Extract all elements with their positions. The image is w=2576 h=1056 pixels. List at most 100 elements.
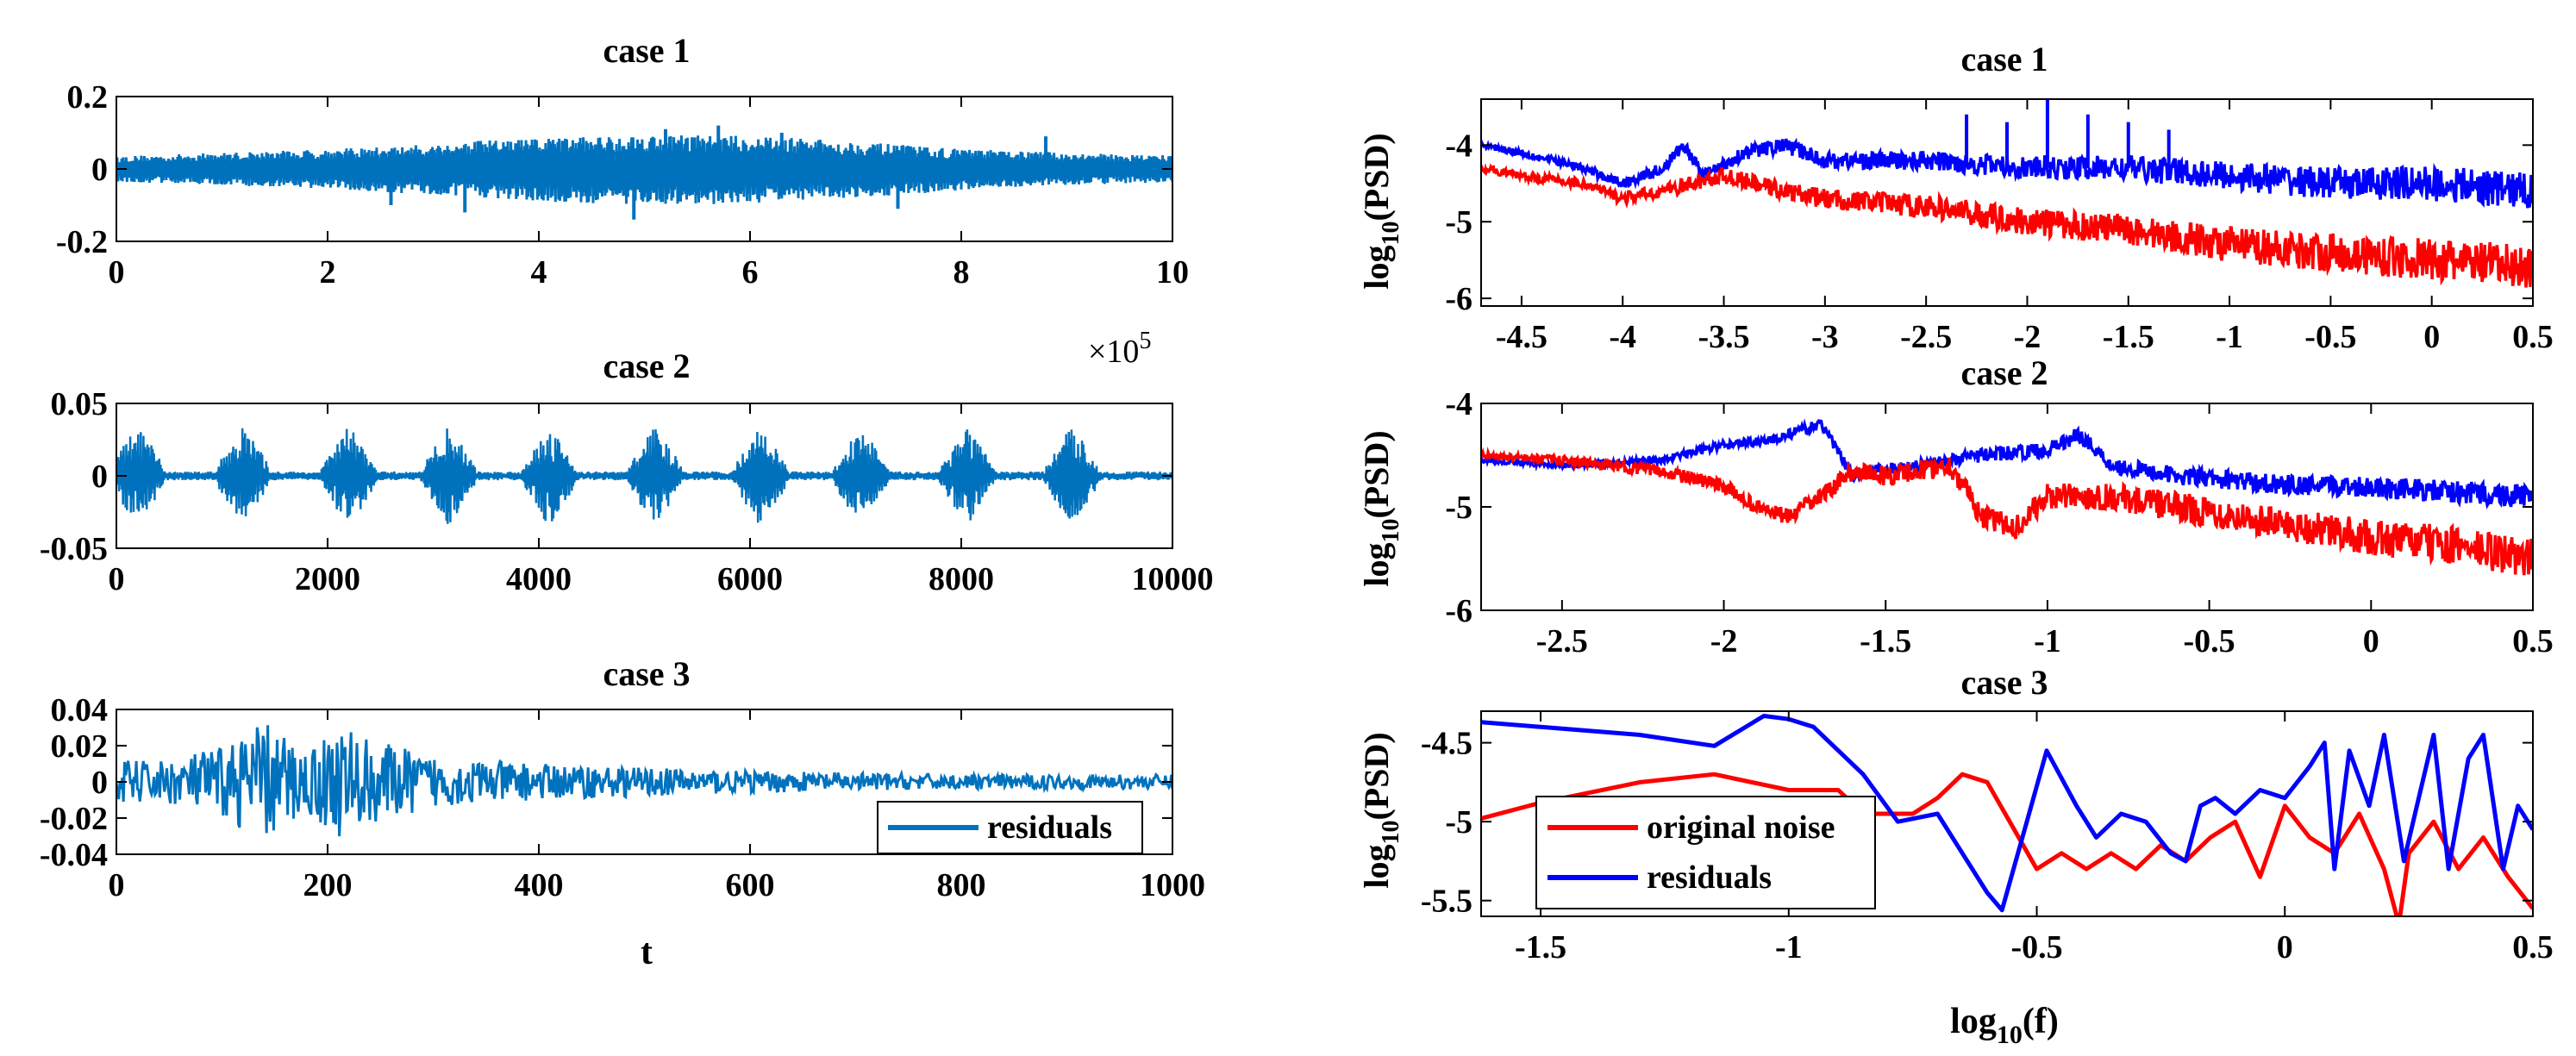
legend-label-original-noise: original noise: [1647, 809, 1835, 846]
y-tick-label: -6: [1445, 281, 1472, 317]
y-tick-label: -0.02: [40, 801, 108, 837]
y-tick-label: -5: [1445, 204, 1472, 241]
y-tick-label: 0.04: [51, 692, 109, 728]
left-xlabel: t: [641, 933, 653, 972]
chart-left1: case 1 0 2 4 6 8 100.20-0.2 ×105: [56, 31, 1189, 370]
exponent-prefix: ×10: [1088, 334, 1139, 370]
x-tick-label: 0: [2423, 319, 2440, 355]
chart-left1-plot: 0 2 4 6 8 100.20-0.2: [56, 79, 1189, 291]
y-tick-label: -4: [1445, 128, 1472, 164]
x-tick-label: -0.5: [2184, 623, 2235, 659]
series-original-noise-line: [1481, 447, 2533, 576]
x-tick-label: -3: [1811, 319, 1839, 355]
x-tick-label: 10: [1156, 254, 1189, 291]
x-tick-label: -4.5: [1496, 319, 1547, 355]
y-tick-label: 0.2: [67, 79, 109, 116]
x-tick-label: 2: [320, 254, 336, 291]
legend-label-residuals: residuals: [987, 809, 1112, 846]
x-tick-label: -0.5: [2304, 319, 2356, 355]
chart-right3-ylabel: log10(PSD): [1357, 732, 1404, 888]
axes-box: [1480, 403, 2534, 611]
x-tick-label: 0: [2363, 623, 2379, 659]
x-tick-label: -1: [1775, 929, 1803, 965]
x-tick-label: 0.5: [2512, 623, 2554, 659]
plot-area: [116, 428, 1172, 524]
y-tick-label: 0: [91, 765, 108, 801]
right-xlabel: log10(f): [1950, 1002, 2059, 1049]
chart-left1-title: case 1: [603, 31, 690, 70]
plot-area: [116, 125, 1172, 220]
x-tick-label: 0.5: [2512, 929, 2554, 965]
x-tick-label: 0.5: [2512, 319, 2554, 355]
y-tick-label: -0.2: [56, 224, 108, 260]
series-residuals-line: [1481, 418, 2533, 509]
x-tick-label: -2.5: [1536, 623, 1588, 659]
x-tick-label: -1.5: [1515, 929, 1566, 965]
chart-left2-title: case 2: [603, 347, 690, 385]
x-tick-label: -4: [1609, 319, 1636, 355]
x-tick-label: 0: [109, 867, 125, 903]
chart-right2-ylabel: log10(PSD): [1357, 430, 1404, 586]
y-tick-label: -6: [1445, 593, 1472, 629]
x-tick-label: 200: [303, 867, 353, 903]
chart-left3-plot: 0 200 400 600 800 10000.040.020-0.02-0.04: [40, 692, 1205, 903]
x-tick-label: -2: [1710, 623, 1738, 659]
series-residuals-line: [1481, 714, 2533, 913]
chart-right1-title: case 1: [1960, 40, 2048, 78]
chart-right2-title: case 2: [1960, 353, 2048, 392]
y-tick-label: 0.02: [51, 728, 109, 765]
chart-left3-legend: residuals: [877, 801, 1143, 854]
x-tick-label: 6000: [717, 561, 783, 597]
axes-box: [1480, 98, 2534, 307]
chart-right3: case 3 -1.5 -1 -0.5 0 0.5 -4.5 -5 -5.5 log10(PS…: [1357, 663, 2554, 965]
chart-right1-ylabel: log10(PSD): [1357, 133, 1404, 289]
y-tick-label: 0.05: [51, 386, 109, 422]
legend-label-residuals: residuals: [1647, 859, 1772, 896]
chart-right2: case 2 -2.5 -2 -1.5 -1 -0.5 0 0.5 -4 -5 -6 log10(…: [1357, 353, 2554, 659]
x-tick-label: -1: [2216, 319, 2243, 355]
y-tick-label: -5: [1445, 490, 1472, 526]
y-tick-label: 0: [91, 459, 108, 495]
x-tick-label: -0.5: [2010, 929, 2062, 965]
plot-area: [1481, 99, 2533, 288]
x-tick-label: 2000: [295, 561, 360, 597]
series-residuals-line: [116, 428, 1172, 524]
x-tick-label: 4: [531, 254, 547, 291]
y-tick-label: -0.04: [40, 837, 108, 873]
axes-box: [1480, 710, 2534, 917]
chart-left1-exponent: ×105: [1088, 328, 1151, 370]
x-tick-label: 8000: [928, 561, 994, 597]
series-original-noise-line: [1481, 163, 2533, 288]
y-tick-label: -5: [1445, 804, 1472, 840]
y-tick-label: -4: [1445, 386, 1472, 422]
x-tick-label: -1.5: [2103, 319, 2154, 355]
series-residuals-line: [116, 725, 1172, 837]
x-tick-label: 6: [742, 254, 759, 291]
plot-area: [1481, 418, 2533, 576]
x-tick-label: 400: [515, 867, 564, 903]
x-tick-label: 0: [2277, 929, 2293, 965]
chart-right2-plot: -2.5 -2 -1.5 -1 -0.5 0 0.5 -4 -5 -6: [1445, 386, 2553, 659]
chart-right3-title: case 3: [1960, 663, 2048, 702]
y-tick-label: -5.5: [1421, 884, 1472, 920]
x-tick-label: 0: [109, 561, 125, 597]
exponent-power: 5: [1139, 328, 1151, 354]
chart-left3: case 3 0 200 400 600 800 10000.040.020-0.02-0…: [40, 654, 1205, 903]
plot-area: [116, 725, 1172, 837]
x-tick-label: -1.5: [1860, 623, 1911, 659]
x-tick-label: -2.5: [1900, 319, 1952, 355]
chart-right3-legend: original noise residuals: [1535, 796, 1876, 909]
x-tick-label: 4000: [506, 561, 572, 597]
chart-right1-plot: -4.5 -4 -3.5 -3 -2.5 -2 -1.5 -1 -0.5 0 0.5 -4 -5 -6: [1445, 98, 2554, 355]
chart-right1: case 1 -4.5 -4 -3.5 -3 -2.5 -2 -1.5 -1 -0.5 0 0.5-…: [1357, 40, 2554, 355]
x-tick-label: -3.5: [1698, 319, 1749, 355]
x-tick-label: 10000: [1132, 561, 1214, 597]
x-tick-label: 0: [109, 254, 125, 291]
chart-left3-title: case 3: [603, 654, 690, 693]
y-tick-label: -0.05: [40, 531, 108, 567]
x-tick-label: 1000: [1140, 867, 1205, 903]
x-tick-label: 800: [937, 867, 986, 903]
